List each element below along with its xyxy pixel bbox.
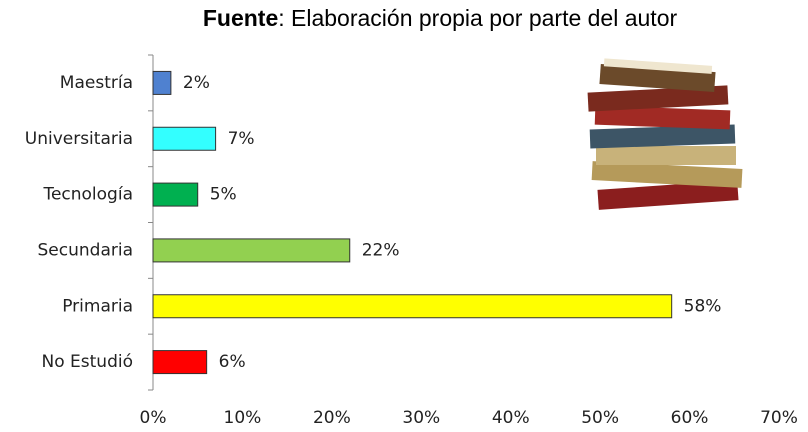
data-label: 7% [228, 129, 255, 149]
data-label: 58% [684, 296, 722, 316]
x-tick-label: 10% [224, 408, 262, 428]
x-tick-label: 20% [313, 408, 351, 428]
y-tick-label: Maestría [60, 73, 133, 93]
bar [152, 294, 673, 319]
data-label: 5% [210, 185, 237, 205]
bar [152, 126, 217, 151]
bar [152, 70, 172, 95]
y-tick-label: Primaria [62, 296, 133, 316]
x-tick-label: 40% [492, 408, 530, 428]
x-tick-label: 60% [671, 408, 709, 428]
books-illustration [587, 58, 743, 210]
x-tick-label: 30% [402, 408, 440, 428]
x-tick-label: 50% [581, 408, 619, 428]
y-tick-label: No Estudió [42, 352, 133, 372]
y-tick-label: Secundaria [38, 240, 133, 260]
data-label: 6% [219, 352, 246, 372]
y-tick-label: Universitaria [25, 129, 133, 149]
data-label: 22% [362, 240, 400, 260]
bar [152, 350, 208, 375]
bar [152, 238, 351, 263]
title-text: : Elaboración propia por parte del autor [278, 5, 677, 31]
x-tick-label: 0% [140, 408, 167, 428]
title-bold: Fuente [203, 5, 278, 31]
bar [152, 182, 199, 207]
x-tick-label: 70% [760, 408, 798, 428]
chart-title: Fuente: Elaboración propia por parte del… [203, 5, 678, 31]
y-tick-label: Tecnología [42, 185, 133, 205]
data-label: 2% [183, 73, 210, 93]
